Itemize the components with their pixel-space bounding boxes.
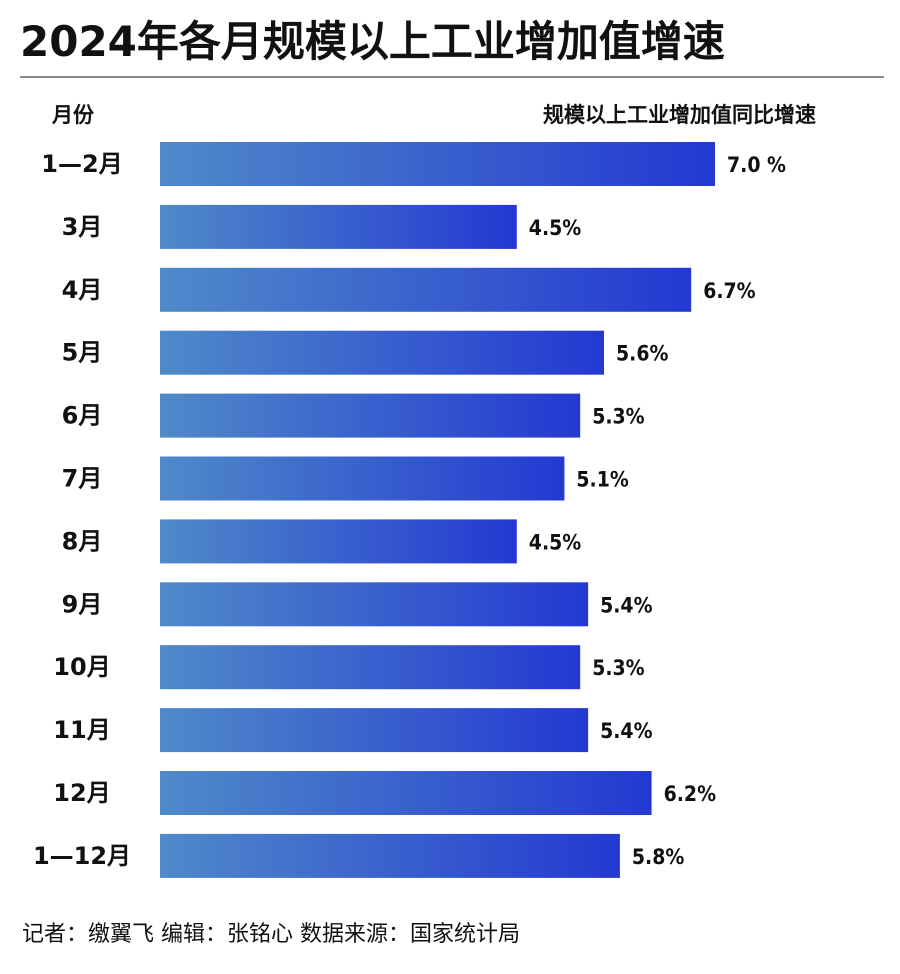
category-column-header: 月份 xyxy=(52,103,94,127)
bar xyxy=(160,267,692,312)
value-label: 5.4% xyxy=(600,593,652,617)
bar xyxy=(160,833,620,878)
value-label: 5.3% xyxy=(592,656,644,680)
value-label: 5.3% xyxy=(592,405,644,429)
category-label: 4月 xyxy=(62,276,103,304)
bar xyxy=(160,708,589,753)
bars-group: 1—2月 7.0 % 3月 4.5% 4月 6.7% 5月 5.6% 6月 5.3% 7月 5.1% 8… xyxy=(33,142,786,878)
bar xyxy=(160,204,517,249)
category-label: 9月 xyxy=(62,590,103,618)
value-label: 7.0 % xyxy=(727,153,786,177)
category-label: 7月 xyxy=(62,465,103,493)
value-label: 6.7% xyxy=(703,279,755,303)
value-label: 6.2% xyxy=(664,782,716,806)
category-label: 11月 xyxy=(53,716,110,744)
bar xyxy=(160,771,652,815)
bar xyxy=(160,519,517,564)
category-label: 6月 xyxy=(62,402,103,430)
category-label: 1—12月 xyxy=(33,842,131,870)
category-label: 12月 xyxy=(53,779,110,807)
value-column-header: 规模以上工业增加值同比增速 xyxy=(543,103,816,127)
credits-footer: 记者：缴翼飞 编辑：张铭心 数据来源：国家统计局 xyxy=(22,922,520,947)
value-label: 5.8% xyxy=(632,845,684,869)
category-label: 1—2月 xyxy=(41,150,122,178)
category-label: 3月 xyxy=(62,213,103,241)
value-label: 5.6% xyxy=(616,342,668,366)
title-divider xyxy=(20,76,884,78)
bar xyxy=(160,330,604,375)
bar xyxy=(160,582,589,627)
bar xyxy=(160,393,581,438)
chart-title: 2024年各月规模以上工业增加值增速 xyxy=(20,17,725,66)
value-label: 4.5% xyxy=(529,530,581,554)
category-label: 8月 xyxy=(62,527,103,555)
category-label: 10月 xyxy=(53,653,110,681)
value-label: 4.5% xyxy=(529,216,581,240)
value-label: 5.1% xyxy=(576,468,628,492)
bar xyxy=(160,456,565,501)
value-label: 5.4% xyxy=(600,719,652,743)
category-label: 5月 xyxy=(62,339,103,367)
bar xyxy=(160,142,715,186)
bar xyxy=(160,645,581,690)
